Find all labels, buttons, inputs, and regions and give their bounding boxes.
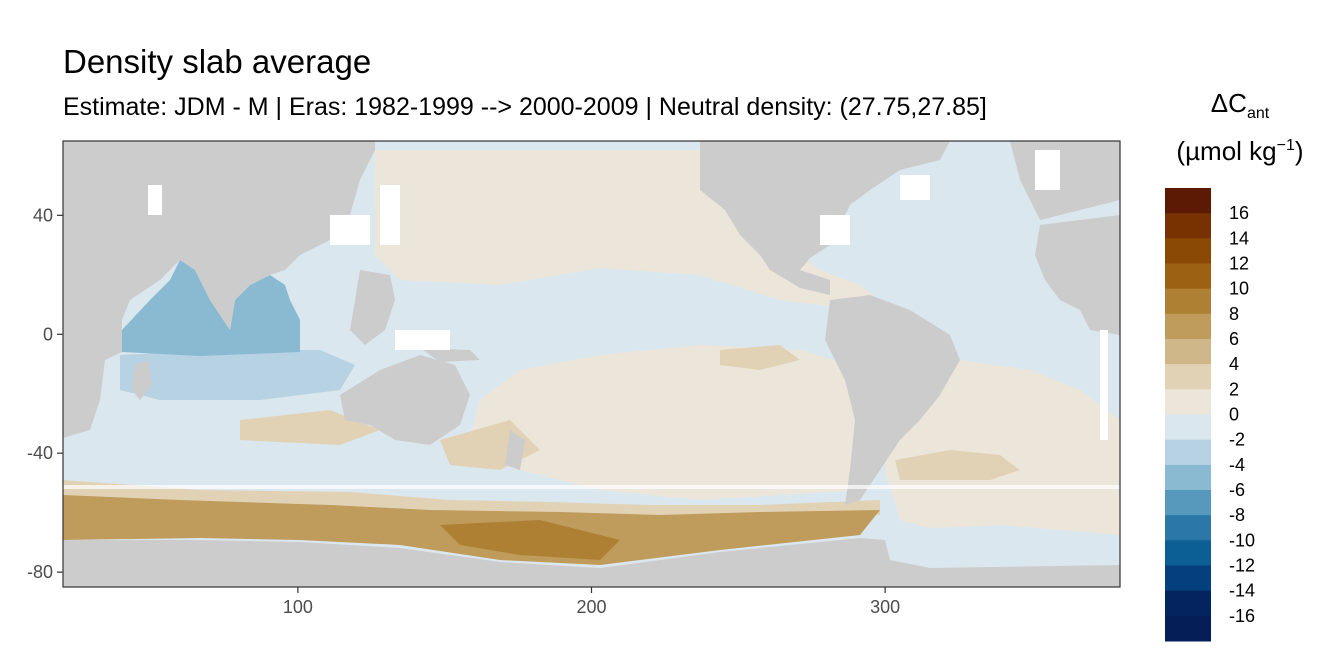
region-north-indian	[122, 260, 300, 356]
legend-swatch	[1165, 263, 1211, 290]
legend-label: -12	[1229, 556, 1255, 576]
legend-label: -10	[1229, 530, 1255, 550]
legend-swatch	[1165, 615, 1211, 642]
legend-swatch	[1165, 313, 1211, 340]
legend-title-symbol: ΔCant	[1150, 88, 1330, 123]
land-madagascar	[132, 360, 152, 400]
x-tick-label: 100	[283, 597, 313, 617]
coastline-gap	[380, 185, 400, 245]
legend-label: -16	[1229, 606, 1255, 626]
map-panel	[63, 141, 1120, 587]
region-south-pacific	[470, 345, 860, 500]
land-africa-eurasia	[63, 141, 375, 438]
coastline-gap	[63, 485, 1120, 489]
chart-title: Density slab average	[63, 43, 372, 80]
legend-title-unit: (µmol kg−1)	[1150, 136, 1330, 167]
legend-symbol: ΔC	[1210, 88, 1247, 118]
y-tick-label: 0	[43, 324, 53, 344]
legend-swatch	[1165, 414, 1211, 441]
region-south-atlantic	[885, 360, 1120, 545]
coastline-gap	[1035, 150, 1060, 190]
coastline-gaps	[63, 150, 1120, 489]
y-tick-label: 40	[33, 205, 53, 225]
legend-label: -4	[1229, 455, 1245, 475]
coastline-gap	[330, 215, 370, 245]
legend-swatch	[1165, 364, 1211, 390]
land-north-africa-west	[1035, 215, 1120, 335]
legend-swatch	[1165, 515, 1211, 541]
chart-subtitle: Estimate: JDM - M | Eras: 1982-1999 --> …	[63, 93, 987, 121]
coastline-gap	[148, 185, 162, 215]
legend-label: 8	[1229, 304, 1239, 324]
region-north-pacific	[375, 150, 880, 310]
legend-swatch	[1165, 590, 1211, 617]
legend-unit-close: )	[1294, 136, 1304, 166]
land-antarctica	[63, 538, 1120, 587]
region-south-atlantic-warm	[895, 450, 1020, 480]
legend-swatch	[1165, 565, 1211, 592]
legend-swatch	[1165, 288, 1211, 315]
legend-swatch	[1165, 389, 1211, 415]
legend-label: -6	[1229, 480, 1245, 500]
legend-swatch	[1165, 213, 1211, 239]
land-south-america	[825, 295, 960, 505]
region-south-indian	[120, 350, 355, 400]
legend-unit-open: (µmol kg	[1176, 136, 1277, 166]
x-tick-label: 200	[576, 597, 606, 617]
y-tick-label: -80	[27, 562, 53, 582]
legend-swatch	[1165, 464, 1211, 491]
legend-label: -2	[1229, 430, 1245, 450]
legend-swatch	[1165, 188, 1211, 214]
legend-unit-sup: −1	[1276, 137, 1295, 154]
legend: 16 14 12 10 8 6 4 2 0 -2 -4 -6 -8 -10 -12 -14 -16	[1165, 188, 1255, 642]
coastline-gap	[900, 175, 930, 200]
legend-label: -8	[1229, 505, 1245, 525]
legend-swatch	[1165, 238, 1211, 264]
region-ross-sea	[440, 520, 620, 560]
region-east-pacific-warm	[720, 345, 800, 370]
legend-label: 2	[1229, 379, 1239, 399]
legend-swatch	[1165, 339, 1211, 365]
legend-label: 0	[1229, 405, 1239, 425]
x-tick-label: 300	[870, 597, 900, 617]
legend-swatch	[1165, 540, 1211, 566]
land-new-zealand	[505, 430, 525, 470]
legend-label: 16	[1229, 203, 1249, 223]
coastline-gap	[820, 215, 850, 245]
legend-symbol-sub: ant	[1246, 105, 1270, 122]
legend-swatch	[1165, 490, 1211, 516]
legend-label: -14	[1229, 581, 1255, 601]
region-weddell	[890, 525, 1120, 565]
legend-swatch	[1165, 439, 1211, 466]
land-australia	[340, 355, 470, 445]
y-tick-label: -40	[27, 443, 53, 463]
legend-label: 12	[1229, 254, 1249, 274]
legend-label: 6	[1229, 329, 1239, 349]
legend-label: 10	[1229, 279, 1249, 299]
coastline-gap	[1100, 330, 1108, 440]
legend-label: 14	[1229, 228, 1249, 248]
legend-label: 4	[1229, 354, 1239, 374]
region-circumpolar-edge	[63, 480, 880, 520]
coastline-gap	[395, 330, 450, 350]
land-new-guinea	[420, 348, 480, 362]
land-southeast-asia	[350, 270, 395, 345]
